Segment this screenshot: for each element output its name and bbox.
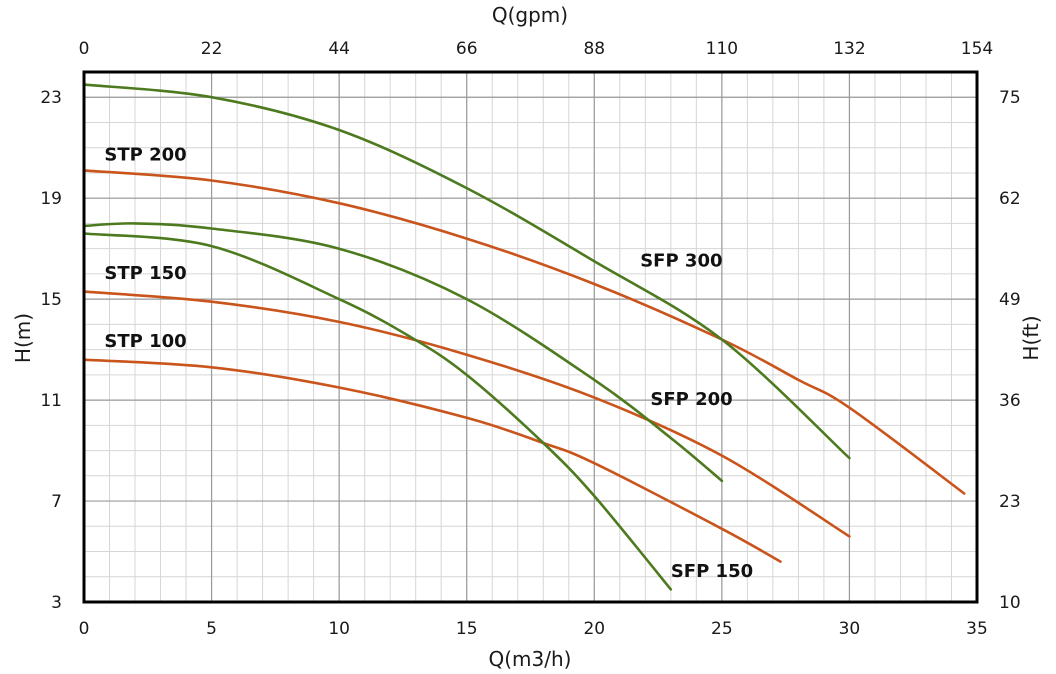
series-labels: STP 200 STP 150 STP 100 SFP 300 SFP 200 SFP 1…: [104, 144, 753, 581]
y2-tick-label: 62: [999, 189, 1021, 209]
series-line-sfp-150: [82, 232, 673, 591]
y2-tick-label: 10: [999, 593, 1021, 613]
y-axis-title: H(m): [11, 313, 35, 363]
x-tick-label: 10: [328, 619, 350, 639]
x-axis-title: Q(m3/h): [489, 647, 572, 671]
major-grid: [83, 72, 978, 603]
x-tick-label: 5: [206, 619, 217, 639]
x-tick-label: 25: [711, 619, 733, 639]
x-tick-label: 0: [79, 619, 90, 639]
series-label-stp-200: STP 200: [104, 144, 186, 165]
series-line-stp-100: [82, 358, 782, 563]
series-label-sfp-150: SFP 150: [671, 561, 753, 582]
series-line-stp-200: [82, 169, 966, 495]
x2-axis-title: Q(gpm): [492, 3, 568, 27]
y2-tick-label: 36: [999, 391, 1021, 411]
series-line-sfp-200: [82, 222, 724, 483]
x-tick-label: 30: [839, 619, 861, 639]
x2-tick-label: 110: [706, 39, 738, 59]
series-line-stp-150: [82, 290, 851, 538]
x2-tick-label: 154: [961, 39, 993, 59]
series-label-stp-150: STP 150: [104, 263, 186, 284]
y2-tick-label: 23: [999, 492, 1021, 512]
series-label-sfp-300: SFP 300: [640, 250, 722, 271]
series-line-sfp-300: [82, 83, 851, 460]
x2-tick-label: 132: [833, 39, 865, 59]
x-tick-label: 15: [456, 619, 478, 639]
y-tick-label: 3: [51, 593, 62, 613]
x2-tick-label: 0: [79, 39, 90, 59]
series-layer: [82, 83, 966, 591]
x-tick-label: 20: [583, 619, 605, 639]
y-tick-label: 19: [40, 189, 62, 209]
x-tick-label: 35: [966, 619, 988, 639]
y2-tick-label: 75: [999, 88, 1021, 108]
y2-axis-title: H(ft): [1019, 315, 1043, 360]
x2-tick-label: 22: [201, 39, 223, 59]
series-label-sfp-200: SFP 200: [650, 389, 732, 410]
tick-labels: 0 5 10 15 20 25 30 35 0 22 44 66 88 110 132 154 3 7 11 15 19…: [40, 39, 1020, 639]
x2-tick-label: 44: [328, 39, 350, 59]
y-tick-label: 15: [40, 290, 62, 310]
y2-tick-label: 49: [999, 290, 1021, 310]
y-tick-label: 11: [40, 391, 62, 411]
series-label-stp-100: STP 100: [104, 331, 186, 352]
x2-tick-label: 66: [456, 39, 478, 59]
y-tick-label: 23: [40, 88, 62, 108]
x2-tick-label: 88: [583, 39, 605, 59]
plot-frame: [82, 70, 979, 604]
y-tick-label: 7: [51, 492, 62, 512]
